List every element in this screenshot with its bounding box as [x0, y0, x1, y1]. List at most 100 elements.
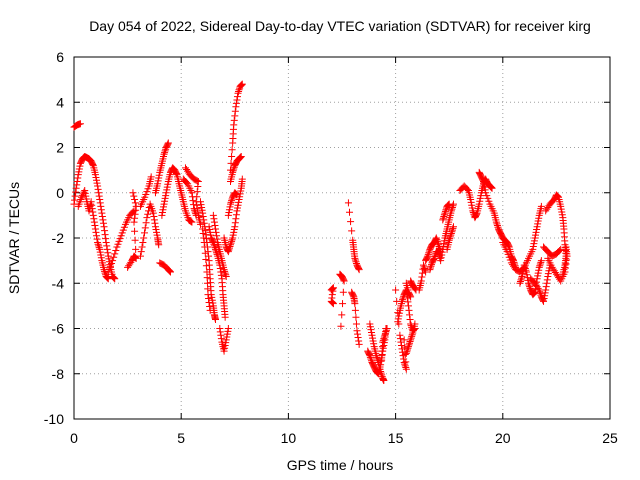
- series-arc7: [136, 173, 155, 210]
- data-point: [94, 182, 102, 190]
- data-point: [232, 190, 240, 198]
- data-point: [351, 256, 359, 264]
- data-point: [380, 377, 388, 385]
- data-point: [95, 189, 103, 197]
- data-point: [104, 275, 112, 283]
- data-point: [329, 299, 337, 307]
- data-point: [165, 267, 173, 275]
- data-point: [402, 365, 410, 373]
- data-point: [537, 258, 545, 266]
- data-point: [367, 355, 375, 363]
- data-point: [89, 208, 97, 216]
- data-point: [535, 263, 543, 271]
- data-point: [224, 248, 232, 256]
- data-point: [442, 206, 450, 214]
- data-point: [408, 331, 416, 339]
- series-arc14: [199, 225, 214, 314]
- data-point: [210, 242, 218, 250]
- data-point: [201, 249, 209, 257]
- data-point: [424, 252, 432, 260]
- data-point: [228, 146, 236, 154]
- data-point: [194, 177, 202, 185]
- data-point: [556, 246, 564, 254]
- series-arc10: [156, 259, 174, 276]
- data-point: [406, 315, 414, 323]
- data-point: [227, 166, 235, 174]
- data-point: [418, 273, 426, 281]
- data-point: [448, 226, 456, 234]
- data-point: [525, 279, 533, 287]
- data-point: [439, 216, 447, 224]
- data-point: [479, 176, 487, 184]
- data-point: [487, 183, 495, 191]
- data-point: [212, 225, 220, 233]
- series-arc41: [499, 202, 545, 276]
- data-point: [131, 199, 139, 207]
- data-point: [352, 258, 360, 266]
- data-point: [400, 336, 408, 344]
- series-arc33: [407, 277, 420, 294]
- data-point: [99, 216, 107, 224]
- y-tick-label: -8: [52, 366, 65, 382]
- data-point: [131, 253, 139, 261]
- data-point: [231, 219, 239, 227]
- data-point: [164, 140, 172, 148]
- data-point: [530, 289, 538, 297]
- series-arc28: [378, 325, 391, 364]
- data-point: [427, 262, 435, 270]
- data-point: [206, 306, 214, 314]
- data-point: [446, 235, 454, 243]
- data-point: [92, 228, 100, 236]
- data-point: [473, 210, 481, 218]
- series-arc45: [544, 243, 571, 285]
- data-point: [402, 358, 410, 366]
- series-arc46: [540, 243, 565, 260]
- data-point: [445, 201, 453, 209]
- data-point: [193, 193, 201, 201]
- data-point: [230, 165, 238, 173]
- data-point: [100, 223, 108, 231]
- data-point: [400, 358, 408, 366]
- data-point: [89, 211, 97, 219]
- data-point: [328, 285, 336, 293]
- data-point: [202, 255, 210, 263]
- series-arc34: [415, 261, 430, 294]
- data-point: [140, 229, 148, 237]
- data-point: [536, 262, 544, 270]
- data-point: [373, 353, 381, 361]
- data-point: [340, 277, 348, 285]
- data-point: [561, 268, 569, 276]
- data-point: [403, 348, 411, 356]
- data-point: [131, 196, 139, 204]
- data-point: [232, 215, 240, 223]
- series-arc20: [227, 80, 246, 174]
- data-point: [444, 201, 452, 209]
- data-point: [542, 286, 550, 294]
- data-point: [193, 205, 201, 213]
- data-point: [73, 181, 81, 189]
- data-point: [536, 260, 544, 268]
- data-point: [235, 86, 243, 94]
- data-point: [206, 302, 214, 310]
- data-point: [224, 325, 232, 332]
- data-point: [100, 266, 108, 274]
- series-arc4: [104, 207, 138, 276]
- data-point: [404, 298, 412, 306]
- data-point: [381, 331, 389, 339]
- data-point: [210, 218, 218, 226]
- data-point: [131, 227, 139, 235]
- data-point: [447, 231, 455, 239]
- data-point: [392, 286, 400, 294]
- data-point: [421, 266, 429, 274]
- data-point: [193, 201, 201, 209]
- data-point: [221, 267, 229, 275]
- series-arc35: [422, 234, 445, 265]
- data-point: [440, 211, 448, 219]
- data-point: [426, 264, 434, 272]
- data-point: [200, 234, 208, 242]
- data-point: [411, 285, 419, 293]
- data-point: [217, 271, 225, 279]
- data-point: [447, 229, 455, 237]
- data-point: [424, 250, 432, 258]
- data-point: [193, 188, 201, 196]
